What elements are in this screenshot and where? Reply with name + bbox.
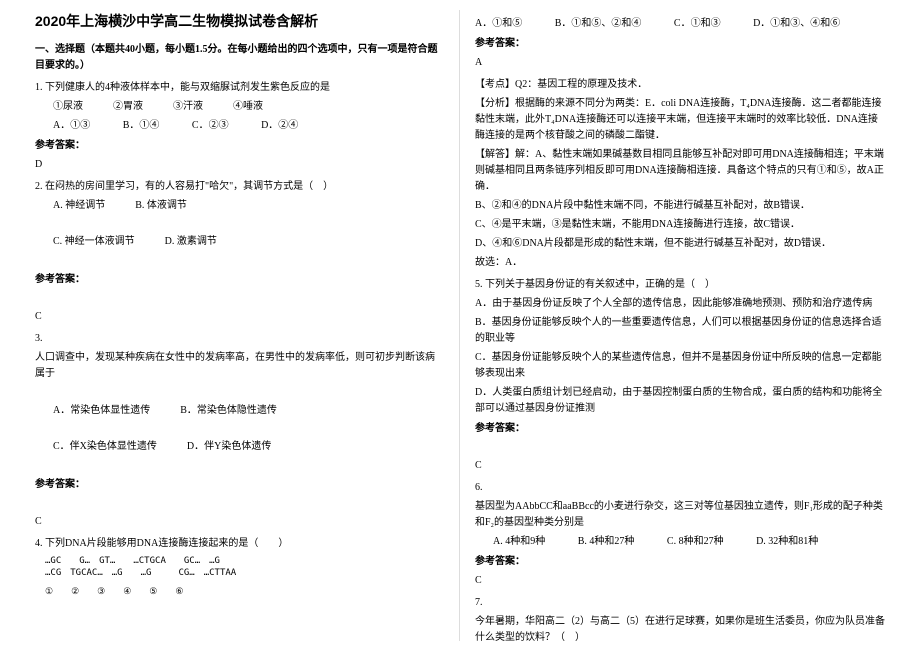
q1-opt-b: B．①④ bbox=[123, 118, 160, 134]
q1-items: ①尿液 ②胃液 ③汗液 ④唾液 bbox=[35, 99, 444, 115]
line-b: B、②和④的DNA片段中黏性末端不同，不能进行碱基互补配对，故B错误． bbox=[475, 198, 885, 214]
kaodian: 【考点】Q2：基因工程的原理及技术． bbox=[475, 77, 885, 93]
q1-answer: D bbox=[35, 157, 444, 173]
q3-opt-c: C．伴X染色体显性遗传 bbox=[53, 439, 157, 455]
q3-opt-b: B．常染色体隐性遗传 bbox=[180, 403, 277, 419]
fenxi: 【分析】根据酶的来源不同分为两类：E．coli DNA连接酶，T₄DNA连接酶．… bbox=[475, 96, 885, 144]
exam-title: 2020年上海横沙中学高二生物模拟试卷含解析 bbox=[35, 10, 444, 32]
q2-opt-c: C. 神经一体液调节 bbox=[53, 234, 135, 250]
q4-text: 4. 下列DNA片段能够用DNA连接酶连接起来的是（ ） bbox=[35, 536, 444, 552]
q5-opt-d: D．人类蛋白质组计划已经启动，由于基因控制蛋白质的生物合成，蛋白质的结构和功能将… bbox=[475, 385, 885, 417]
q4-answer: A bbox=[475, 55, 885, 71]
q1-options: A．①③ B．①④ C．②③ D．②④ bbox=[35, 118, 444, 134]
q6-opt-c: C. 8种和27种 bbox=[667, 534, 724, 550]
q1-text: 1. 下列健康人的4种液体样本中，能与双缩脲试剂发生紫色反应的是 bbox=[35, 80, 444, 96]
question-3: 3. 人口调查中，发现某种疾病在女性中的发病率高，在男性中的发病率低，则可初步判… bbox=[35, 331, 444, 530]
question-6: 6. 基因型为AAbbCC和aaBBcc的小麦进行杂交，这三对等位基因独立遗传，… bbox=[475, 480, 885, 589]
q6-text: 基因型为AAbbCC和aaBBcc的小麦进行杂交，这三对等位基因独立遗传，则F₁… bbox=[475, 499, 885, 531]
q3-opt-d: D．伴Y染色体遗传 bbox=[187, 439, 271, 455]
q5-opt-c: C．基因身份证能够反映个人的某些遗传信息，但并不是基因身份证中所反映的信息一定都… bbox=[475, 350, 885, 382]
q4-opt-b: B．①和⑤、②和④ bbox=[555, 16, 642, 32]
question-5: 5. 下列关于基因身份证的有关叙述中，正确的是（ ） A．由于基因身份证反映了个… bbox=[475, 277, 885, 474]
section-header: 一、选择题（本题共40小题，每小题1.5分。在每小题给出的四个选项中，只有一项是… bbox=[35, 42, 444, 74]
line-c: C、④是平末端，③是黏性末端，不能用DNA连接酶进行连接，故C错误． bbox=[475, 217, 885, 233]
question-4-options: A．①和⑤ B．①和⑤、②和④ C．①和③ D．①和③、④和⑥ 参考答案： A bbox=[475, 16, 885, 71]
q6-opt-d: D. 32种和81种 bbox=[756, 534, 818, 550]
q3-intro: 3. bbox=[35, 331, 444, 347]
q3-opt-a: A．常染色体显性遗传 bbox=[53, 403, 150, 419]
q1-opt-c: C．②③ bbox=[192, 118, 229, 134]
q5-opt-a: A．由于基因身份证反映了个人全部的遗传信息，因此能够准确地预测、预防和治疗遗传病 bbox=[475, 296, 885, 312]
q4-opt-d: D．①和③、④和⑥ bbox=[753, 16, 840, 32]
q2-opt-b: B. 体液调节 bbox=[135, 198, 187, 214]
q3-text: 人口调查中，发现某种疾病在女性中的发病率高，在男性中的发病率低，则可初步判断该病… bbox=[35, 350, 444, 382]
q6-opt-b: B. 4种和27种 bbox=[578, 534, 635, 550]
q2-options: A. 神经调节 B. 体液调节 C. 神经一体液调节 D. 激素调节 bbox=[35, 198, 444, 250]
q7-text: 今年暑期，华阳高二（2）与高二（5）在进行足球赛，如果你是班生活委员，你应为队员… bbox=[475, 614, 885, 646]
q4-options-row: A．①和⑤ B．①和⑤、②和④ C．①和③ D．①和③、④和⑥ bbox=[475, 16, 885, 32]
q4-analysis: 【考点】Q2：基因工程的原理及技术． 【分析】根据酶的来源不同分为两类：E．co… bbox=[475, 77, 885, 271]
q3-answer: C bbox=[35, 514, 444, 530]
question-4: 4. 下列DNA片段能够用DNA连接酶连接起来的是（ ） …GC G… GT… … bbox=[35, 536, 444, 598]
question-7: 7. 今年暑期，华阳高二（2）与高二（5）在进行足球赛，如果你是班生活委员，你应… bbox=[475, 595, 885, 646]
question-2: 2. 在闷热的房间里学习，有的人容易打"哈欠"，其调节方式是（ ） A. 神经调… bbox=[35, 179, 444, 325]
q6-options: A. 4种和9种 B. 4种和27种 C. 8种和27种 D. 32种和81种 bbox=[475, 534, 885, 550]
q5-opt-b: B．基因身份证能够反映个人的一些重要遗传信息，人们可以根据基因身份证的信息选择合… bbox=[475, 315, 885, 347]
dna-labels: ① ② ③ ④ ⑤ ⑥ bbox=[45, 584, 444, 598]
q5-answer-label: 参考答案： bbox=[475, 421, 885, 437]
guxuan: 故选：A． bbox=[475, 255, 885, 271]
line-d: D、④和⑥DNA片段都是形成的黏性末端，但不能进行碱基互补配对，故D错误． bbox=[475, 236, 885, 252]
q4-opt-a: A．①和⑤ bbox=[475, 16, 522, 32]
q4-opt-c: C．①和③ bbox=[674, 16, 721, 32]
q5-text: 5. 下列关于基因身份证的有关叙述中，正确的是（ ） bbox=[475, 277, 885, 293]
q2-opt-d: D. 激素调节 bbox=[165, 234, 217, 250]
q5-answer: C bbox=[475, 458, 885, 474]
q6-answer: C bbox=[475, 573, 885, 589]
q4-answer-label: 参考答案： bbox=[475, 36, 885, 52]
q2-answer-label: 参考答案： bbox=[35, 272, 444, 288]
q6-intro: 6. bbox=[475, 480, 885, 496]
q1-opt-d: D．②④ bbox=[261, 118, 298, 134]
q2-opt-a: A. 神经调节 bbox=[53, 198, 105, 214]
q7-intro: 7. bbox=[475, 595, 885, 611]
q3-options: A．常染色体显性遗传 B．常染色体隐性遗传 C．伴X染色体显性遗传 D．伴Y染色… bbox=[35, 403, 444, 455]
dna-line2: …CG TGCAC… …G …G CG… …CTTAA bbox=[45, 568, 444, 580]
q1-answer-label: 参考答案： bbox=[35, 138, 444, 154]
dna-line1: …GC G… GT… …CTGCA GC… …G bbox=[45, 556, 444, 568]
dna-fragments: …GC G… GT… …CTGCA GC… …G …CG TGCAC… …G …… bbox=[45, 556, 444, 579]
q6-answer-label: 参考答案： bbox=[475, 554, 885, 570]
q1-opt-a: A．①③ bbox=[53, 118, 90, 134]
q3-answer-label: 参考答案： bbox=[35, 477, 444, 493]
q2-text: 2. 在闷热的房间里学习，有的人容易打"哈欠"，其调节方式是（ ） bbox=[35, 179, 444, 195]
question-1: 1. 下列健康人的4种液体样本中，能与双缩脲试剂发生紫色反应的是 ①尿液 ②胃液… bbox=[35, 80, 444, 173]
q6-opt-a: A. 4种和9种 bbox=[493, 534, 545, 550]
q2-answer: C bbox=[35, 309, 444, 325]
jieda: 【解答】解：A、黏性末端如果碱基数目相同且能够互补配对即可用DNA连接酶相连；平… bbox=[475, 147, 885, 195]
